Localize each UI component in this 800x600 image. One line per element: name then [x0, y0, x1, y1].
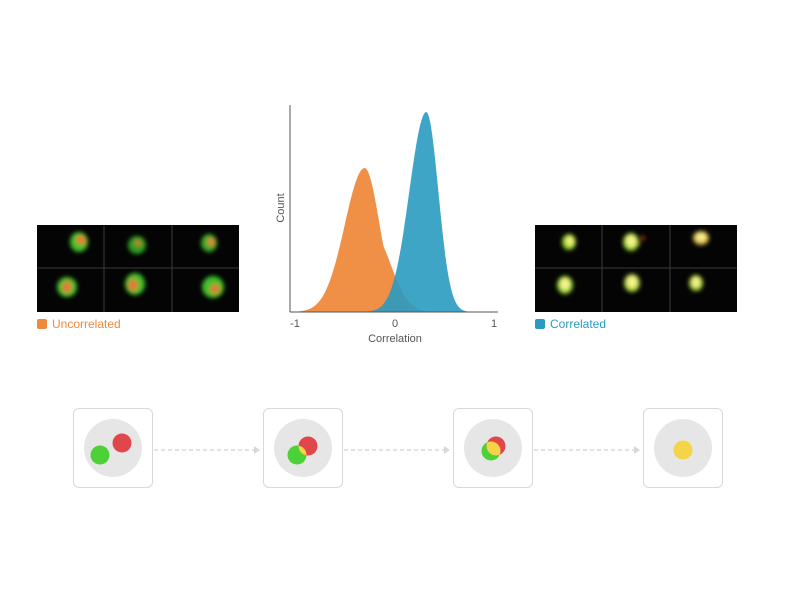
y-axis-label: Count [275, 193, 287, 222]
x-tick-0: 0 [392, 318, 398, 330]
x-tick-minus-1: -1 [290, 318, 300, 330]
correlated-label: Correlated [550, 317, 607, 331]
uncorrelated-cell-images [37, 225, 239, 312]
correlated-legend: Correlated [535, 317, 606, 331]
arrow-3 [534, 446, 640, 454]
correlated-swatch [535, 319, 545, 329]
step-touching [263, 408, 343, 488]
uncorrelated-distribution [295, 168, 494, 312]
uncorrelated-legend: Uncorrelated [37, 317, 121, 331]
step-overlapping [453, 408, 533, 488]
correlation-histogram: Count -1 0 1 Correlation [275, 105, 498, 345]
x-axis-label: Correlation [368, 333, 422, 345]
yellow-signal [673, 440, 693, 460]
cell-body [84, 419, 142, 477]
correlated-cell-images [535, 225, 737, 312]
overlap-signal [298, 445, 307, 456]
uncorrelated-label: Uncorrelated [52, 317, 121, 331]
step-merged [643, 408, 723, 488]
overlap-signal [486, 441, 501, 456]
x-tick-1: 1 [491, 318, 497, 330]
green-signal [90, 445, 110, 465]
step-separate [73, 408, 153, 488]
uncorrelated-swatch [37, 319, 47, 329]
correlated-distribution [295, 112, 494, 312]
red-signal [112, 433, 132, 453]
arrow-2 [344, 446, 450, 454]
arrow-1 [154, 446, 260, 454]
